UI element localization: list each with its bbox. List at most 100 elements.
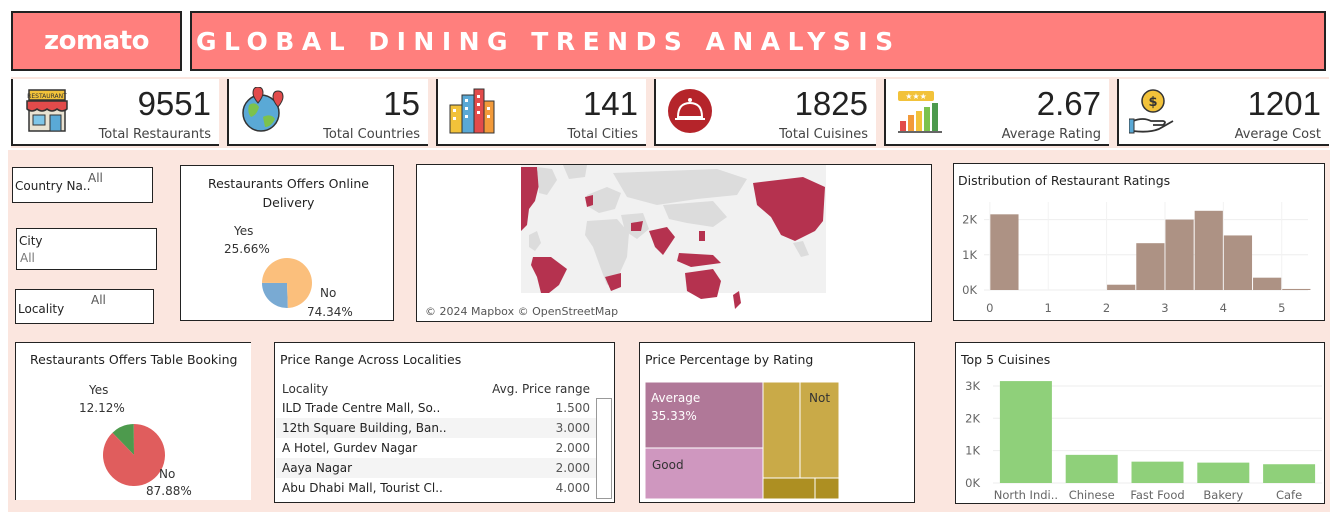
col-avg-price: Avg. Price range (492, 382, 590, 396)
map-region-new-zealand (733, 291, 741, 309)
svg-text:$: $ (1148, 95, 1157, 110)
locality-filter-label: Locality (18, 302, 65, 316)
map-region-indonesia (677, 253, 721, 267)
treemap-tile-good (645, 447, 764, 500)
cell-avg-price: 2.000 (555, 461, 590, 475)
svg-text:RESTAURANT: RESTAURANT (27, 93, 67, 100)
top-cuisines-title: Top 5 Cuisines (961, 352, 1051, 367)
rating-bar (990, 214, 1019, 290)
rating-bar (1223, 235, 1253, 290)
x-tick-label: Cafe (1276, 488, 1302, 502)
y-tick-label: 2K (965, 411, 980, 425)
kpi-average-cost: $ 1201 Average Cost (1117, 79, 1329, 146)
x-tick-label: 3 (1161, 301, 1168, 315)
price-range-rows[interactable]: ILD Trade Centre Mall, So.. 1.500 12th Squ… (276, 398, 596, 502)
top-cuisines-panel: Top 5 Cuisines 0K 1K 2K 3K North Indi.. Chine… (955, 342, 1325, 504)
y-tick-label: 1K (965, 444, 980, 458)
y-tick-label: 1K (962, 248, 977, 262)
city-filter-value: All (20, 251, 35, 265)
price-range-title: Price Range Across Localities (280, 352, 462, 367)
pie-slice-no (103, 424, 166, 486)
table-booking-panel: Restaurants Offers Table Booking Yes 12.… (15, 342, 251, 500)
pie-value-no: 74.34% (307, 305, 353, 319)
city-filter-label: City (19, 234, 43, 248)
online-delivery-panel: Restaurants Offers Online Delivery Yes 2… (180, 165, 394, 321)
price-by-rating-treemap: Average 35.33% Good Not (645, 382, 839, 500)
pie-label-yes: Yes (88, 383, 108, 397)
y-tick-label: 3K (965, 379, 980, 393)
pie-label-yes: Yes (233, 224, 253, 238)
table-row[interactable]: A Hotel, Gurdev Nagar 2.000 (276, 438, 596, 458)
pie-slice-no (262, 258, 312, 308)
world-map-panel[interactable]: © 2024 Mapbox © OpenStreetMap (416, 164, 932, 322)
x-tick-label: Chinese (1069, 488, 1115, 502)
kpi-value: 9551 (137, 85, 211, 122)
pie-value-no: 87.88% (146, 484, 192, 498)
table-row[interactable]: ILD Trade Centre Mall, So.. 1.500 (276, 398, 596, 418)
treemap-tile-very-good (762, 477, 816, 500)
x-tick-label: 5 (1278, 301, 1285, 315)
country-filter-value: All (88, 171, 103, 185)
map-region-south-africa (605, 273, 621, 291)
kpi-total-countries: 15 Total Countries (227, 79, 428, 146)
rating-bar (1165, 219, 1194, 290)
treemap-tile-poor (762, 382, 801, 479)
y-tick-label: 0K (962, 283, 977, 297)
kpi-total-cities: 141 Total Cities (436, 79, 646, 146)
price-range-table: Locality Avg. Price range (276, 379, 596, 399)
money-hand-icon: $ (1129, 89, 1174, 134)
cell-locality: 12th Square Building, Ban.. (282, 421, 447, 435)
cuisine-bar (1065, 454, 1118, 483)
country-filter[interactable]: Country Na.. All (12, 167, 153, 203)
globe-pin-icon (242, 87, 284, 132)
treemap-label-average: Average (651, 391, 700, 405)
kpi-label: Total Cuisines (779, 127, 868, 142)
map-region-australia (685, 269, 721, 299)
ratings-distribution-panel: Distribution of Restaurant Ratings 0K 1K 2… (953, 163, 1325, 321)
kpi-value: 1201 (1247, 85, 1321, 122)
kpi-label: Total Cities (567, 127, 638, 142)
table-booking-pie: Yes 12.12% No 87.88% (79, 383, 192, 498)
locality-filter[interactable]: Locality All (15, 289, 154, 324)
logo-text: zomato (44, 26, 149, 56)
map-credit: © 2024 Mapbox © OpenStreetMap (425, 305, 618, 318)
cuisine-bar (1197, 462, 1250, 483)
y-tick-label: 2K (962, 213, 977, 227)
map-region-uk (585, 195, 593, 207)
x-tick-label: 2 (1103, 301, 1110, 315)
x-tick-label: Bakery (1203, 488, 1243, 502)
map-region-uae (631, 221, 643, 231)
cuisine-bar (1263, 464, 1316, 483)
treemap-value-average: 35.33% (651, 409, 697, 423)
table-row[interactable]: 12th Square Building, Ban.. 3.000 (276, 418, 596, 438)
table-booking-title: Restaurants Offers Table Booking (30, 352, 238, 367)
price-range-panel: Price Range Across Localities Locality A… (274, 342, 615, 503)
cell-locality: A Hotel, Gurdev Nagar (282, 441, 418, 455)
map-region-india (649, 227, 675, 255)
map-region-usa-canada (753, 177, 825, 241)
table-row[interactable]: Abu Dhabi Mall, Tourist Cl.. 4.000 (276, 478, 596, 498)
map-region-north-america (521, 167, 539, 231)
pie-value-yes: 25.66% (224, 242, 270, 256)
table-header: Locality Avg. Price range (276, 379, 596, 399)
cell-avg-price: 1.500 (555, 401, 590, 415)
kpi-label: Total Countries (323, 127, 420, 142)
rating-bar (1282, 288, 1311, 290)
treemap-tile-average (645, 382, 764, 449)
table-scrollbar[interactable] (596, 398, 612, 499)
rating-bars-icon: ★★★ (898, 91, 942, 133)
kpi-total-restaurants: RESTAURANT 9551 Total Restaurants (11, 79, 219, 146)
online-delivery-title: Restaurants Offers Online Delivery (207, 176, 369, 210)
kpi-label: Total Restaurants (98, 127, 211, 142)
world-map[interactable]: © 2024 Mapbox © OpenStreetMap (417, 165, 931, 321)
kpi-label: Average Rating (1001, 127, 1101, 142)
pie-label-no: No (320, 286, 336, 300)
treemap-tile-excellent (814, 477, 839, 500)
cuisine-bar (1131, 461, 1184, 483)
cell-avg-price: 4.000 (555, 481, 590, 495)
svg-text:★★★: ★★★ (905, 92, 927, 101)
table-row[interactable]: Aaya Nagar 2.000 (276, 458, 596, 478)
city-filter[interactable]: City All (16, 228, 157, 270)
x-tick-label: 0 (986, 301, 993, 315)
cell-avg-price: 2.000 (555, 441, 590, 455)
